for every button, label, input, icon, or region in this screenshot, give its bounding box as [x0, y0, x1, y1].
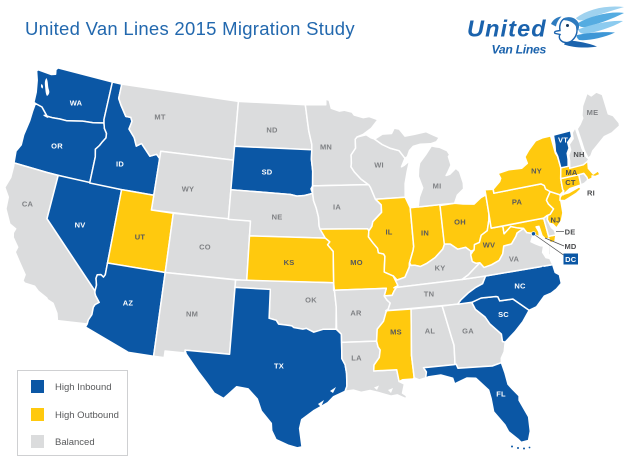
- svg-text:AR: AR: [350, 309, 362, 318]
- svg-text:MO: MO: [350, 258, 362, 267]
- svg-text:NE: NE: [272, 213, 283, 222]
- svg-text:SC: SC: [498, 310, 509, 319]
- svg-text:WI: WI: [374, 161, 384, 170]
- svg-text:OK: OK: [305, 296, 317, 305]
- svg-text:ND: ND: [266, 126, 278, 135]
- svg-text:UT: UT: [135, 233, 146, 242]
- svg-text:MD: MD: [564, 242, 576, 251]
- svg-text:United: United: [467, 16, 547, 42]
- svg-text:CA: CA: [22, 200, 34, 209]
- svg-text:FL: FL: [496, 390, 506, 399]
- svg-text:AZ: AZ: [123, 299, 134, 308]
- svg-text:OH: OH: [454, 218, 466, 227]
- svg-text:LA: LA: [351, 354, 362, 363]
- svg-text:KY: KY: [435, 264, 446, 273]
- svg-text:TN: TN: [424, 290, 434, 299]
- svg-text:CT: CT: [565, 178, 576, 187]
- svg-text:CO: CO: [199, 243, 211, 252]
- svg-text:NV: NV: [75, 221, 86, 230]
- svg-text:NM: NM: [186, 310, 198, 319]
- svg-text:SD: SD: [262, 168, 273, 177]
- svg-text:MA: MA: [565, 168, 577, 177]
- svg-text:ID: ID: [116, 160, 124, 169]
- svg-text:DC: DC: [565, 255, 577, 264]
- svg-text:IL: IL: [385, 228, 392, 237]
- svg-text:MN: MN: [320, 143, 332, 152]
- svg-text:MI: MI: [433, 182, 442, 191]
- svg-text:DE: DE: [565, 228, 576, 237]
- svg-text:WV: WV: [483, 241, 495, 250]
- svg-text:AL: AL: [425, 327, 436, 336]
- svg-text:IN: IN: [421, 229, 429, 238]
- svg-text:VT: VT: [558, 136, 568, 145]
- svg-text:NC: NC: [514, 282, 526, 291]
- svg-text:ME: ME: [587, 108, 599, 117]
- svg-text:NY: NY: [531, 167, 542, 176]
- svg-text:TX: TX: [274, 362, 284, 371]
- svg-text:OR: OR: [51, 142, 63, 151]
- svg-text:MT: MT: [154, 113, 165, 122]
- svg-text:NH: NH: [573, 150, 584, 159]
- svg-text:WA: WA: [70, 99, 83, 108]
- svg-text:RI: RI: [587, 189, 595, 198]
- svg-text:Van Lines: Van Lines: [492, 43, 547, 57]
- svg-text:VA: VA: [509, 255, 520, 264]
- svg-text:NJ: NJ: [551, 216, 561, 225]
- svg-text:MS: MS: [390, 328, 402, 337]
- svg-text:GA: GA: [462, 327, 474, 336]
- svg-text:KS: KS: [284, 258, 295, 267]
- svg-text:WY: WY: [182, 185, 194, 194]
- svg-text:PA: PA: [512, 198, 523, 207]
- svg-text:IA: IA: [333, 203, 341, 212]
